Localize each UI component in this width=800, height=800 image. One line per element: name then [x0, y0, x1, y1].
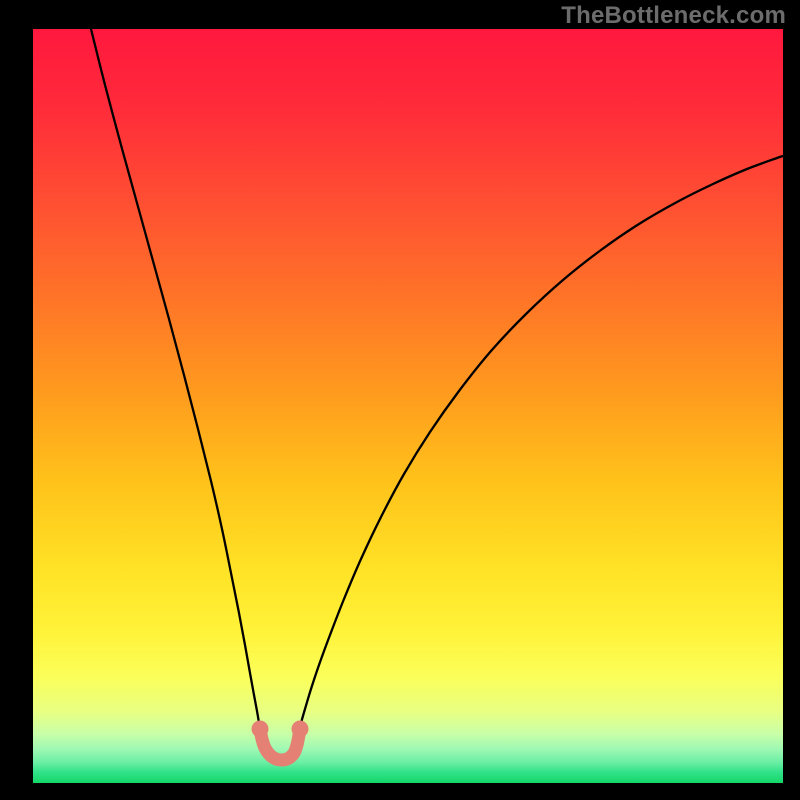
- frame-bottom: [0, 783, 800, 800]
- frame-right: [783, 0, 800, 800]
- valley-dot-right: [292, 721, 309, 738]
- chart-svg: [33, 29, 783, 783]
- curve-right: [299, 156, 783, 731]
- watermark-text: TheBottleneck.com: [561, 2, 786, 30]
- frame-left: [0, 0, 33, 800]
- plot-area: [33, 29, 783, 783]
- curve-left: [91, 29, 261, 733]
- valley-dot-left: [252, 721, 269, 738]
